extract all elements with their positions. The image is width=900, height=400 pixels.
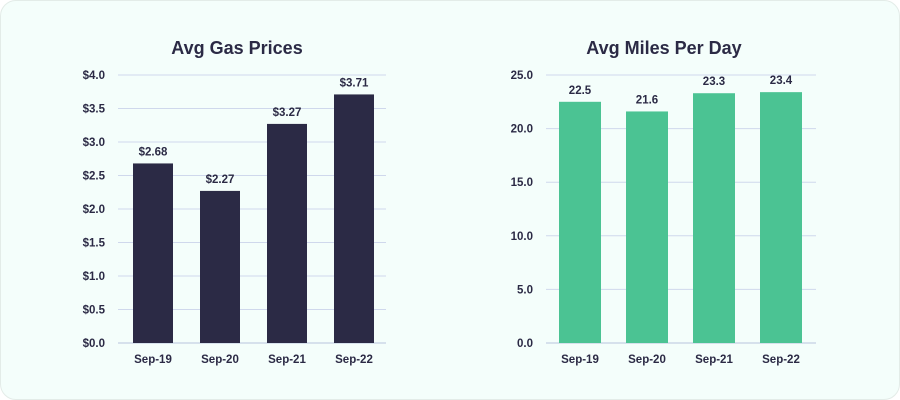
miles-y-tick-label: 5.0 xyxy=(517,284,533,296)
gas-x-tick-label: Sep-19 xyxy=(134,354,172,366)
gas-bar xyxy=(200,190,240,343)
miles-data-label: 22.5 xyxy=(569,85,592,97)
gas-y-tick-label: $2.0 xyxy=(83,204,105,216)
gas-y-tick-label: $0.0 xyxy=(83,338,105,350)
gas-x-tick-label: Sep-20 xyxy=(201,354,239,366)
gas-bar xyxy=(133,163,173,343)
gas-data-label: $2.68 xyxy=(139,146,168,158)
miles-x-tick-label: Sep-21 xyxy=(695,354,733,366)
miles-data-label: 21.6 xyxy=(636,94,658,106)
miles-y-tick-label: 20.0 xyxy=(511,124,533,136)
miles-y-tick-label: 0.0 xyxy=(517,338,533,350)
gas-bar xyxy=(267,123,307,343)
miles-y-tick-label: 10.0 xyxy=(511,231,533,243)
gas-bar xyxy=(334,94,374,344)
gas-data-label: $2.27 xyxy=(206,174,235,186)
miles-bar xyxy=(760,92,802,343)
gas-y-tick-label: $2.5 xyxy=(83,171,106,183)
miles-bar xyxy=(559,101,601,343)
miles-data-label: 23.4 xyxy=(770,75,793,87)
gas-x-tick-label: Sep-22 xyxy=(335,354,373,366)
gas-chart-title: Avg Gas Prices xyxy=(171,38,302,58)
miles-x-tick-label: Sep-22 xyxy=(762,354,800,366)
gas-y-tick-label: $4.0 xyxy=(83,70,105,82)
gas-y-tick-label: $1.0 xyxy=(83,271,105,283)
miles-y-tick-label: 15.0 xyxy=(511,177,533,189)
gas-y-tick-label: $3.0 xyxy=(83,137,105,149)
miles-x-tick-label: Sep-19 xyxy=(561,354,599,366)
miles-data-label: 23.3 xyxy=(703,76,725,88)
miles-y-tick-label: 25.0 xyxy=(511,70,533,82)
gas-y-tick-label: $0.5 xyxy=(83,305,106,317)
gas-data-label: $3.27 xyxy=(273,107,302,119)
miles-bar xyxy=(693,93,735,343)
gas-x-tick-label: Sep-21 xyxy=(268,354,306,366)
gas-y-tick-label: $1.5 xyxy=(83,238,106,250)
miles-chart-title: Avg Miles Per Day xyxy=(586,38,741,58)
miles-x-tick-label: Sep-20 xyxy=(628,354,666,366)
miles-bar xyxy=(626,111,668,343)
gas-y-tick-label: $3.5 xyxy=(83,104,106,116)
gas-data-label: $3.71 xyxy=(340,77,369,89)
